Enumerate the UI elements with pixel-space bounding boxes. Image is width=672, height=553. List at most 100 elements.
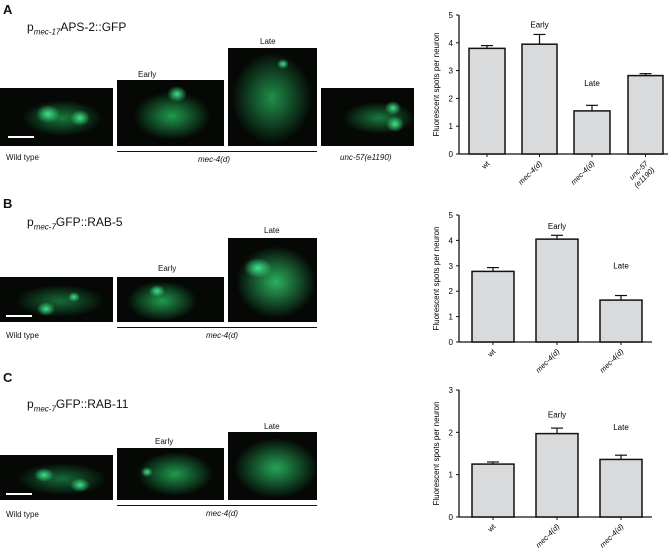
bar	[573, 110, 611, 155]
chart-1: 0 1 2 3 4 5 Fluorescent spots per neuron wt mec-…	[432, 11, 668, 190]
stage-label-late: Late	[264, 422, 280, 431]
genotype-underline	[117, 327, 317, 328]
x-tick-label: mec-4(d)	[598, 522, 626, 550]
stage-label-early: Early	[158, 264, 177, 273]
genotype-label-unc-57: unc-57(e1190)	[340, 153, 392, 162]
chart-3: 0 1 2 3 Fluorescent spots per neuron wt mec-4(…	[432, 386, 652, 550]
x-tick-label: mec-4(d)	[569, 159, 597, 187]
chart-2: 0 1 2 3 4 5 Fluorescent spots per neuron wt mec-…	[432, 211, 652, 375]
panel-c-title: pmec-7GFP::RAB-11	[27, 397, 128, 413]
y-tick-label: 5	[449, 211, 454, 220]
annotation-early: Early	[530, 21, 548, 30]
y-tick-label: 5	[449, 11, 454, 20]
y-tick-label: 0	[449, 150, 454, 159]
x-tick-label-line: mec-4(d)	[534, 347, 562, 375]
genotype-label-mec-4d: mec-4(d)	[206, 331, 239, 340]
x-tick-label: mec-4(d)	[534, 522, 562, 550]
x-tick-label-line: mec-4(d)	[516, 159, 544, 187]
stage-label-early: Early	[155, 437, 174, 446]
title-promoter: mec-7	[33, 404, 56, 414]
micrograph-wild-type	[0, 88, 113, 146]
y-tick-label: 0	[449, 338, 454, 347]
annotation-early: Early	[548, 222, 566, 231]
y-tick-label: 0	[449, 513, 454, 522]
micrograph-late	[228, 48, 317, 146]
x-tick-label: wt	[479, 158, 492, 171]
genotype-label-mec-4d: mec-4(d)	[206, 509, 239, 518]
micrograph-wild-type	[0, 455, 113, 500]
y-tick-label: 2	[449, 287, 454, 296]
genotype-underline	[117, 505, 317, 506]
y-tick-label: 1	[449, 122, 454, 131]
title-construct: APS-2::GFP	[60, 20, 127, 34]
scale-bar	[6, 493, 32, 495]
x-tick-label: mec-4(d)	[534, 347, 562, 375]
bar	[599, 299, 643, 343]
genotype-underline	[117, 151, 317, 152]
micrograph-early	[117, 80, 224, 146]
title-construct: GFP::RAB-5	[55, 215, 123, 229]
x-tick-label-line: wt	[479, 158, 492, 171]
x-tick-label: wt	[485, 521, 498, 534]
micrograph-early	[117, 448, 224, 500]
title-construct: GFP::RAB-11	[55, 397, 129, 411]
genotype-label-wild-type: Wild type	[6, 510, 39, 519]
bar	[521, 43, 558, 155]
stage-label-late: Late	[264, 226, 280, 235]
x-tick-label-line: wt	[485, 346, 498, 359]
scale-bar	[6, 315, 32, 317]
y-axis-label: Fluorescent spots per neuron	[432, 226, 441, 330]
micrograph-wild-type	[0, 277, 113, 322]
annotation-late: Late	[613, 261, 629, 270]
y-tick-label: 1	[449, 471, 454, 480]
bar	[599, 458, 643, 518]
y-tick-label: 1	[449, 313, 454, 322]
genotype-label-wild-type: Wild type	[6, 153, 39, 162]
stage-label-early: Early	[138, 70, 157, 79]
y-tick-label: 2	[449, 94, 454, 103]
y-axis-label: Fluorescent spots per neuron	[432, 32, 441, 136]
x-tick-label-line: wt	[485, 521, 498, 534]
panel-letter-c: C	[3, 370, 13, 385]
panel-a-title: pmec-17APS-2::GFP	[27, 20, 126, 36]
bar	[471, 270, 515, 343]
y-tick-label: 4	[449, 236, 454, 245]
title-promoter: mec-7	[33, 222, 56, 232]
stage-label-late: Late	[260, 37, 276, 46]
y-tick-label: 4	[449, 39, 454, 48]
genotype-label-mec-4d: mec-4(d)	[198, 155, 231, 164]
annotation-late: Late	[613, 423, 629, 432]
y-tick-label: 3	[449, 67, 454, 76]
title-prefix: p	[27, 20, 34, 34]
bar	[627, 74, 664, 155]
y-axis-label: Fluorescent spots per neuron	[432, 401, 441, 505]
panel-letter-b: B	[3, 196, 13, 211]
x-tick-label: unc-57(e1190)	[626, 158, 657, 189]
title-promoter: mec-17	[33, 27, 61, 37]
micrograph-late	[228, 238, 317, 322]
y-tick-label: 3	[449, 262, 454, 271]
x-tick-label-line: mec-4(d)	[598, 347, 626, 375]
x-tick-label-line: mec-4(d)	[534, 522, 562, 550]
bar	[535, 238, 579, 343]
micrograph-early	[117, 277, 224, 322]
x-tick-label: mec-4(d)	[516, 159, 544, 187]
title-prefix: p	[27, 397, 34, 411]
panel-b-title: pmec-7GFP::RAB-5	[27, 215, 123, 231]
x-tick-label: mec-4(d)	[598, 347, 626, 375]
bar	[535, 432, 579, 518]
annotation-late: Late	[584, 79, 600, 88]
micrograph-unc-57	[321, 88, 414, 146]
x-tick-label: wt	[485, 346, 498, 359]
bar	[471, 463, 515, 518]
panel-letter-a: A	[3, 2, 13, 17]
y-tick-label: 2	[449, 428, 454, 437]
bar	[468, 47, 506, 155]
x-tick-label-line: mec-4(d)	[569, 159, 597, 187]
x-tick-label-line: mec-4(d)	[598, 522, 626, 550]
y-tick-label: 3	[449, 386, 454, 395]
genotype-label-wild-type: Wild type	[6, 331, 39, 340]
scale-bar	[8, 136, 34, 138]
